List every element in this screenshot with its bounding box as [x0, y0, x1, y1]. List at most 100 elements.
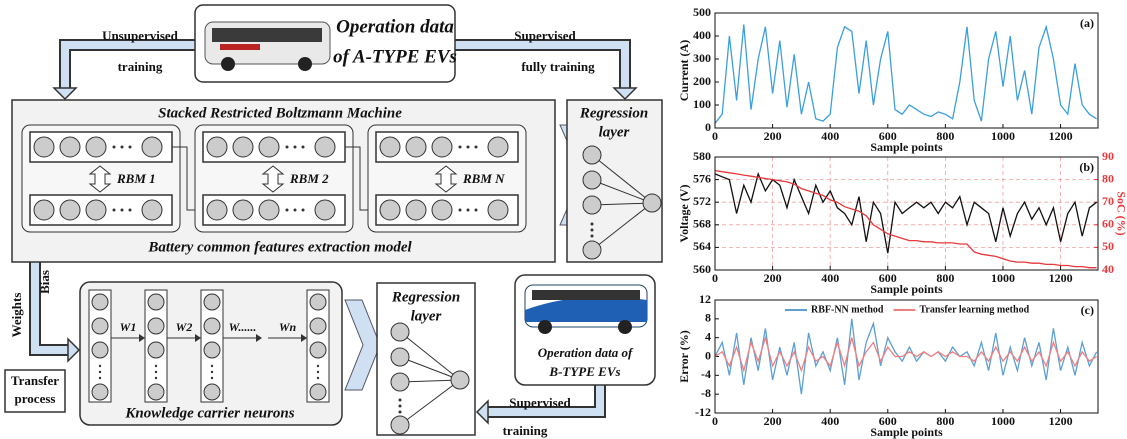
a-type-text: Operation data — [336, 16, 454, 37]
x-tick-label: 400 — [821, 414, 839, 428]
neuron — [206, 199, 228, 221]
x-tick-label: 600 — [879, 129, 897, 143]
double-arrow — [88, 165, 112, 193]
supervised-label: fully training — [521, 59, 595, 74]
regression-net — [582, 145, 662, 260]
dot — [458, 145, 462, 149]
series-line — [714, 318, 1098, 395]
x-tick-label: 1200 — [1049, 414, 1073, 428]
bus-a — [204, 21, 331, 71]
neuron — [314, 136, 336, 158]
neuron — [582, 145, 602, 165]
edge — [399, 356, 461, 381]
neuron — [390, 372, 410, 392]
neuron — [582, 195, 602, 215]
x-tick-label: 1000 — [991, 271, 1015, 285]
arrow-head — [301, 334, 307, 342]
dot — [210, 364, 214, 368]
rbm-label: RBM 1 — [116, 171, 156, 186]
neuron — [59, 136, 81, 158]
dot — [98, 370, 102, 374]
neuron — [379, 199, 401, 221]
x-tick-label: 200 — [764, 414, 782, 428]
neuron — [232, 199, 254, 221]
dot — [285, 208, 289, 212]
chart: 560 564 568 572 576 580 0 200 400 600 800 1000 1200 4… — [677, 149, 1127, 296]
dot — [120, 145, 124, 149]
dot — [128, 208, 132, 212]
dot — [210, 370, 214, 374]
regression-label: layer — [599, 124, 630, 140]
neuron — [431, 199, 453, 221]
knowledge-net: W1 W2 W...... Wn — [88, 289, 330, 403]
series-line — [714, 335, 1097, 374]
y-tick-label: 0 — [705, 348, 711, 362]
regression-label: Regression — [579, 105, 648, 121]
edge — [399, 331, 461, 381]
x-tick-label: 600 — [879, 271, 897, 285]
plot-frame — [714, 12, 1099, 129]
x-tick-label: 1000 — [991, 414, 1015, 428]
panel-label: (c) — [1081, 303, 1094, 317]
y2-tick-label: 70 — [1102, 194, 1114, 208]
x-tick-label: 800 — [936, 271, 954, 285]
x-tick-label: 200 — [764, 271, 782, 285]
regression-net — [390, 322, 470, 435]
regression-label: Regression — [391, 289, 460, 305]
double-arrow — [434, 165, 458, 193]
weight-label: W1 — [120, 320, 137, 334]
y-tick-label: 572 — [693, 194, 711, 208]
x-tick-label: 1200 — [1049, 271, 1073, 285]
arrows — [29, 39, 638, 425]
supervised-label: Supervised — [514, 28, 576, 43]
dot — [98, 364, 102, 368]
y-tick-label: 564 — [693, 239, 711, 253]
x-tick-label: 0 — [712, 414, 718, 428]
y-tick-label: 300 — [693, 51, 711, 65]
panel-label: (a) — [1080, 16, 1094, 30]
neuron — [85, 136, 107, 158]
x-tick-label: 0 — [712, 129, 718, 143]
weight-label: Wn — [279, 320, 297, 334]
neuron — [379, 136, 401, 158]
dot — [128, 145, 132, 149]
supervised-label: Supervised — [509, 395, 571, 410]
neuron — [405, 136, 427, 158]
edge — [591, 179, 653, 204]
x-tick-label: 600 — [879, 414, 897, 428]
neuron — [91, 383, 109, 401]
x-tick-label: 1200 — [1049, 129, 1073, 143]
x-tick-label: 800 — [936, 129, 954, 143]
legend-label: RBF-NN method — [811, 304, 884, 315]
neuron — [642, 193, 662, 213]
neuron — [309, 293, 327, 311]
arrow-head — [139, 334, 145, 342]
dot — [474, 208, 478, 212]
legend-label: Transfer learning method — [920, 304, 1030, 315]
y-tick-label: -4 — [701, 367, 711, 381]
y2-tick-label: 40 — [1102, 262, 1114, 276]
y-tick-label: 12 — [699, 292, 711, 306]
neuron — [232, 136, 254, 158]
arrow-head — [256, 334, 262, 342]
y-tick-label: 580 — [693, 149, 711, 163]
plot-frame — [714, 156, 1099, 271]
neuron — [309, 383, 327, 401]
x-tick-label: 800 — [936, 414, 954, 428]
dot — [98, 376, 102, 380]
bus-b — [524, 284, 648, 334]
rbm-group: RBM 1 RBM 2 RBM N — [21, 124, 527, 233]
dot — [590, 222, 594, 226]
neuron — [147, 317, 165, 335]
y-tick-label: 568 — [693, 217, 711, 231]
bias-label: Bias — [37, 270, 52, 294]
weights-label: Weights — [9, 293, 24, 338]
y-tick-label: -8 — [701, 386, 711, 400]
neuron — [582, 170, 602, 190]
dot — [293, 145, 297, 149]
neuron — [203, 341, 221, 359]
edge — [399, 379, 461, 383]
neuron — [91, 317, 109, 335]
neuron — [33, 136, 55, 158]
